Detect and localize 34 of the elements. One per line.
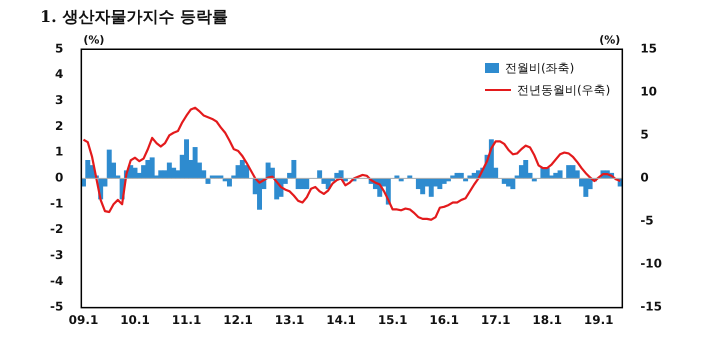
y2-tick-label: -10 [640,256,662,271]
x-tick-label: 11.1 [172,312,202,327]
y2-tick-label: -15 [640,300,662,314]
y2-tick-label: 10 [640,84,658,98]
x-tick-label: 12.1 [223,312,253,327]
x-tick-label: 09.1 [68,312,98,327]
x-tick-label: 16.1 [429,312,459,327]
y-tick-label: 1 [54,144,64,159]
legend-label: 전월비(좌축) [504,60,574,78]
x-tick-label: 18.1 [532,312,562,327]
y-tick-label: 4 [54,67,64,82]
y2-axis-title: (%) [599,34,620,47]
y2-tick-label: 0 [640,170,649,185]
y-tick-label: -5 [50,300,64,314]
legend-label: 전년동월비(우축) [516,82,610,100]
x-tick-label: 17.1 [480,312,510,327]
x-tick-label: 10.1 [120,312,150,327]
x-tick-label: 13.1 [274,312,304,327]
x-tick-label: 15.1 [378,312,408,327]
y-tick-label: -1 [50,196,64,210]
y-tick-label: -4 [50,274,64,288]
y-tick-label: 5 [54,41,64,56]
y2-tick-label: 5 [640,127,649,142]
x-tick-label: 19.1 [584,312,614,327]
y-tick-label: 0 [54,170,64,185]
x-tick-label: 14.1 [326,312,356,327]
y-tick-label: -3 [50,248,64,262]
y-tick-label: 2 [54,118,64,133]
y-tick-label: -2 [50,222,64,236]
y-axis-title: (%) [83,34,104,47]
y-tick-label: 3 [54,93,64,108]
chart-title: 1. 생산자물가지수 등락률 [40,6,228,26]
y2-tick-label: 15 [640,41,658,56]
y2-tick-label: -5 [640,214,654,228]
